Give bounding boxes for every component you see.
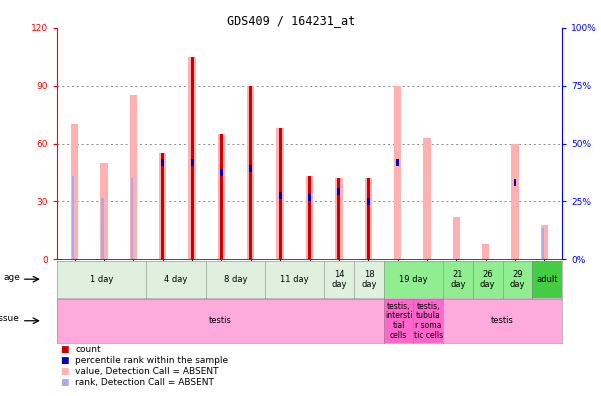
Bar [130, 95, 137, 259]
Text: 19 day: 19 day [399, 275, 428, 284]
Text: 18
day: 18 day [361, 270, 377, 289]
Bar [279, 128, 282, 259]
Bar [308, 176, 311, 259]
Bar [249, 165, 252, 172]
Bar [102, 198, 104, 259]
Bar [337, 178, 340, 259]
Text: testis,
tubula
r soma
tic cells: testis, tubula r soma tic cells [413, 302, 443, 340]
Text: value, Detection Call = ABSENT: value, Detection Call = ABSENT [75, 367, 219, 376]
Text: 1 day: 1 day [90, 275, 114, 284]
Text: percentile rank within the sample: percentile rank within the sample [75, 356, 228, 365]
Bar [189, 57, 196, 259]
Text: 21
day: 21 day [450, 270, 466, 289]
Bar [396, 160, 399, 166]
Bar [308, 194, 311, 201]
Bar [276, 128, 284, 259]
Bar [541, 225, 548, 259]
Text: tissue: tissue [0, 314, 20, 323]
Bar [100, 163, 108, 259]
Text: ■: ■ [60, 345, 69, 354]
Bar [220, 134, 223, 259]
Text: ■: ■ [60, 356, 69, 365]
Text: 14
day: 14 day [332, 270, 347, 289]
Bar [159, 153, 166, 259]
Text: 4 day: 4 day [164, 275, 188, 284]
Bar [161, 153, 164, 259]
Text: 11 day: 11 day [280, 275, 309, 284]
Bar [335, 178, 343, 259]
Bar [191, 57, 194, 259]
Bar [218, 134, 225, 259]
Bar [72, 176, 75, 259]
Bar [367, 198, 370, 205]
Text: adult: adult [536, 275, 558, 284]
Bar [249, 86, 252, 259]
Bar [161, 160, 164, 166]
Bar [394, 86, 401, 259]
Bar [247, 86, 254, 259]
Bar [482, 244, 489, 259]
Bar [220, 169, 223, 176]
Text: GDS409 / 164231_at: GDS409 / 164231_at [227, 14, 356, 27]
Text: testis,
intersti
tial
cells: testis, intersti tial cells [385, 302, 412, 340]
Bar [306, 176, 313, 259]
Text: 29
day: 29 day [510, 270, 525, 289]
Text: 26
day: 26 day [480, 270, 495, 289]
Text: ■: ■ [60, 367, 69, 376]
Bar [367, 178, 370, 259]
Bar [511, 143, 519, 259]
Bar [131, 178, 133, 259]
Bar [542, 228, 544, 259]
Bar [191, 160, 194, 166]
Text: count: count [75, 345, 101, 354]
Bar [279, 192, 282, 199]
Bar [513, 179, 516, 186]
Text: 8 day: 8 day [224, 275, 247, 284]
Bar [453, 217, 460, 259]
Bar [365, 178, 372, 259]
Bar [71, 124, 78, 259]
Text: testis: testis [209, 316, 232, 325]
Text: age: age [3, 273, 20, 282]
Text: ■: ■ [60, 378, 69, 387]
Text: rank, Detection Call = ABSENT: rank, Detection Call = ABSENT [75, 378, 214, 387]
Text: testis: testis [491, 316, 514, 325]
Bar [337, 188, 340, 195]
Bar [423, 138, 430, 259]
